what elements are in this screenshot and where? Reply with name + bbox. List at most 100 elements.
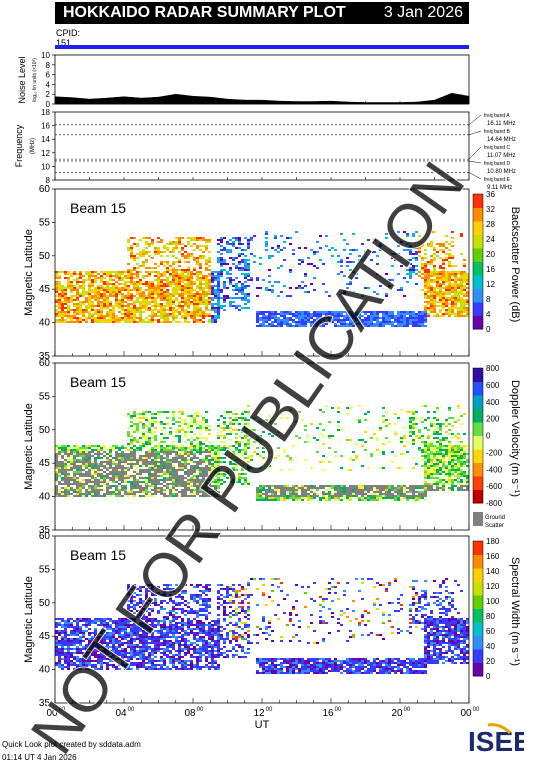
heatmap-cell [103, 301, 106, 303]
heatmap-cell [100, 453, 103, 455]
heatmap-cell [151, 425, 154, 427]
heatmap-cell [337, 421, 340, 423]
heatmap-cell [127, 249, 130, 251]
heatmap-cell [220, 461, 223, 463]
heatmap-cell [244, 483, 247, 485]
heatmap-cell [187, 271, 190, 273]
heatmap-cell [235, 287, 238, 289]
heatmap-cell [193, 475, 196, 477]
heatmap-cell [175, 451, 178, 453]
heatmap-cell [448, 277, 451, 279]
heatmap-cell [442, 271, 445, 273]
heatmap-cell [448, 417, 451, 419]
heatmap-cell [424, 265, 427, 267]
heatmap-cell [397, 273, 400, 275]
heatmap-cell [115, 485, 118, 487]
heatmap-cell [112, 475, 115, 477]
heatmap-cell [217, 309, 220, 311]
heatmap-cell [205, 299, 208, 301]
heatmap-cell [133, 285, 136, 287]
heatmap-cell [187, 305, 190, 307]
heatmap-cell [325, 245, 328, 247]
heatmap-cell [385, 497, 388, 499]
heatmap-cell [292, 325, 295, 327]
heatmap-cell [136, 487, 139, 489]
heatmap-cell [271, 255, 274, 257]
heatmap-cell [175, 457, 178, 459]
heatmap-cell [448, 429, 451, 431]
plot-date: 3 Jan 2026 [383, 4, 463, 21]
heatmap-cell [241, 477, 244, 479]
heatmap-cell [292, 313, 295, 315]
heatmap-cell [127, 271, 130, 273]
heatmap-cell [55, 624, 58, 626]
heatmap-cell [64, 475, 67, 477]
heatmap-cell [421, 263, 424, 265]
heatmap-cell [457, 465, 460, 467]
heatmap-cell [265, 495, 268, 497]
heatmap-cell [268, 451, 271, 453]
heatmap-cell [130, 441, 133, 443]
heatmap-cell [409, 491, 412, 493]
heatmap-cell [127, 445, 130, 447]
heatmap-cell [205, 439, 208, 441]
heatmap-cell [142, 301, 145, 303]
heatmap-cell [184, 289, 187, 291]
heatmap-cell [85, 479, 88, 481]
heatmap-cell [115, 463, 118, 465]
heatmap-cell [124, 457, 127, 459]
heatmap-cell [94, 311, 97, 313]
heatmap-cell [427, 435, 430, 437]
heatmap-cell [58, 321, 61, 323]
heatmap-cell [349, 317, 352, 319]
heatmap-cell [76, 451, 79, 453]
heatmap-cell [439, 265, 442, 267]
heatmap-cell [142, 465, 145, 467]
heatmap-cell [73, 295, 76, 297]
heatmap-cell [181, 465, 184, 467]
heatmap-cell [184, 419, 187, 421]
heatmap-cell [307, 313, 310, 315]
heatmap-cell [94, 313, 97, 315]
heatmap-cell [94, 463, 97, 465]
heatmap-cell [208, 273, 211, 275]
heatmap-cell [298, 259, 301, 261]
heatmap-cell [67, 451, 70, 453]
heatmap-cell [67, 473, 70, 475]
heatmap-cell [433, 449, 436, 451]
heatmap-cell [244, 447, 247, 449]
heatmap-cell [316, 439, 319, 441]
heatmap-cell [172, 247, 175, 249]
heatmap-cell [151, 309, 154, 311]
heatmap-cell [181, 485, 184, 487]
heatmap-cell [436, 483, 439, 485]
heatmap-cell [226, 433, 229, 435]
heatmap-cell [55, 449, 58, 451]
heatmap-cell [139, 469, 142, 471]
heatmap-cell [328, 485, 331, 487]
heatmap-cell [79, 273, 82, 275]
heatmap-cell [403, 295, 406, 297]
heatmap-cell [157, 315, 160, 317]
heatmap-cell [433, 259, 436, 261]
heatmap-cell [463, 303, 466, 305]
heatmap-cell [64, 289, 67, 291]
heatmap-cell [439, 449, 442, 451]
heatmap-cell [169, 469, 172, 471]
heatmap-cell [448, 407, 451, 409]
heatmap-cell [271, 317, 274, 319]
heatmap-cell [376, 485, 379, 487]
heatmap-cell [178, 441, 181, 443]
heatmap-cell [166, 309, 169, 311]
heatmap-cell [451, 465, 454, 467]
heatmap-cell [103, 321, 106, 323]
heatmap-cell [139, 421, 142, 423]
heatmap-cell [289, 457, 292, 459]
heatmap-cell [175, 421, 178, 423]
heatmap-cell [400, 315, 403, 317]
heatmap-cell [271, 325, 274, 327]
heatmap-cell [97, 475, 100, 477]
heatmap-cell [190, 291, 193, 293]
heatmap-cell [157, 249, 160, 251]
heatmap-cell [160, 299, 163, 301]
